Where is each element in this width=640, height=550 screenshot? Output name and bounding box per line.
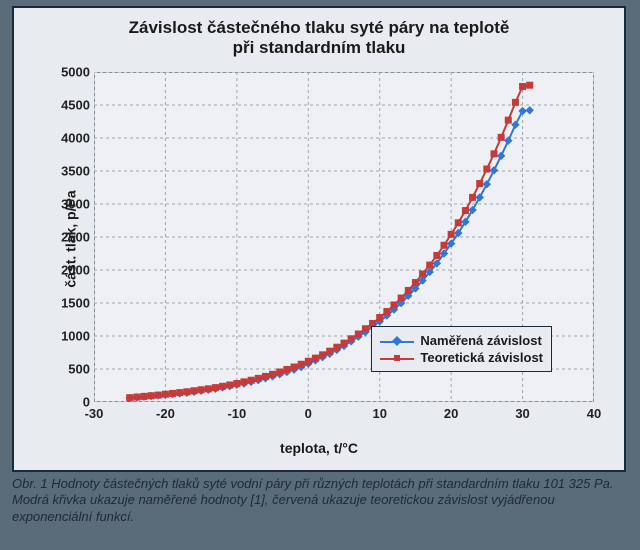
x-tick-label: 10 <box>372 406 386 421</box>
page: Závislost částečného tlaku syté páry na … <box>0 0 640 550</box>
x-tick-label: 20 <box>444 406 458 421</box>
x-ticks: -30-20-10010203040 <box>94 406 594 426</box>
y-tick-label: 500 <box>52 362 90 377</box>
legend-row: Teoretická závislost <box>380 350 543 365</box>
chart-title-line1: Závislost částečného tlaku syté páry na … <box>129 18 510 37</box>
y-tick-label: 2500 <box>52 230 90 245</box>
legend-row: Naměřená závislost <box>380 333 543 348</box>
x-tick-label: 0 <box>305 406 312 421</box>
x-tick-label: -30 <box>85 406 104 421</box>
legend-label: Naměřená závislost <box>420 333 541 348</box>
y-tick-label: 1000 <box>52 329 90 344</box>
x-tick-label: -10 <box>227 406 246 421</box>
x-tick-label: 40 <box>587 406 601 421</box>
y-tick-label: 4000 <box>52 131 90 146</box>
x-tick-label: 30 <box>515 406 529 421</box>
y-tick-label: 1500 <box>52 296 90 311</box>
x-tick-label: -20 <box>156 406 175 421</box>
chart-title: Závislost částečného tlaku syté páry na … <box>14 18 624 59</box>
y-tick-label: 4500 <box>52 98 90 113</box>
legend-swatch <box>380 351 414 365</box>
y-tick-label: 2000 <box>52 263 90 278</box>
figure-caption: Obr. 1 Hodnoty částečných tlaků syté vod… <box>12 476 626 525</box>
chart-title-line2: při standardním tlaku <box>233 38 406 57</box>
legend-swatch <box>380 334 414 348</box>
legend: Naměřená závislost Teoretická závislost <box>371 326 552 372</box>
y-tick-label: 3000 <box>52 197 90 212</box>
y-tick-label: 5000 <box>52 65 90 80</box>
plot-area: Naměřená závislost Teoretická závislost <box>94 72 594 402</box>
x-axis-label: teplota, t/°C <box>14 440 624 456</box>
legend-label: Teoretická závislost <box>420 350 543 365</box>
y-tick-label: 3500 <box>52 164 90 179</box>
y-ticks: 0500100015002000250030003500400045005000 <box>52 72 90 402</box>
chart-frame: Závislost částečného tlaku syté páry na … <box>12 6 626 472</box>
